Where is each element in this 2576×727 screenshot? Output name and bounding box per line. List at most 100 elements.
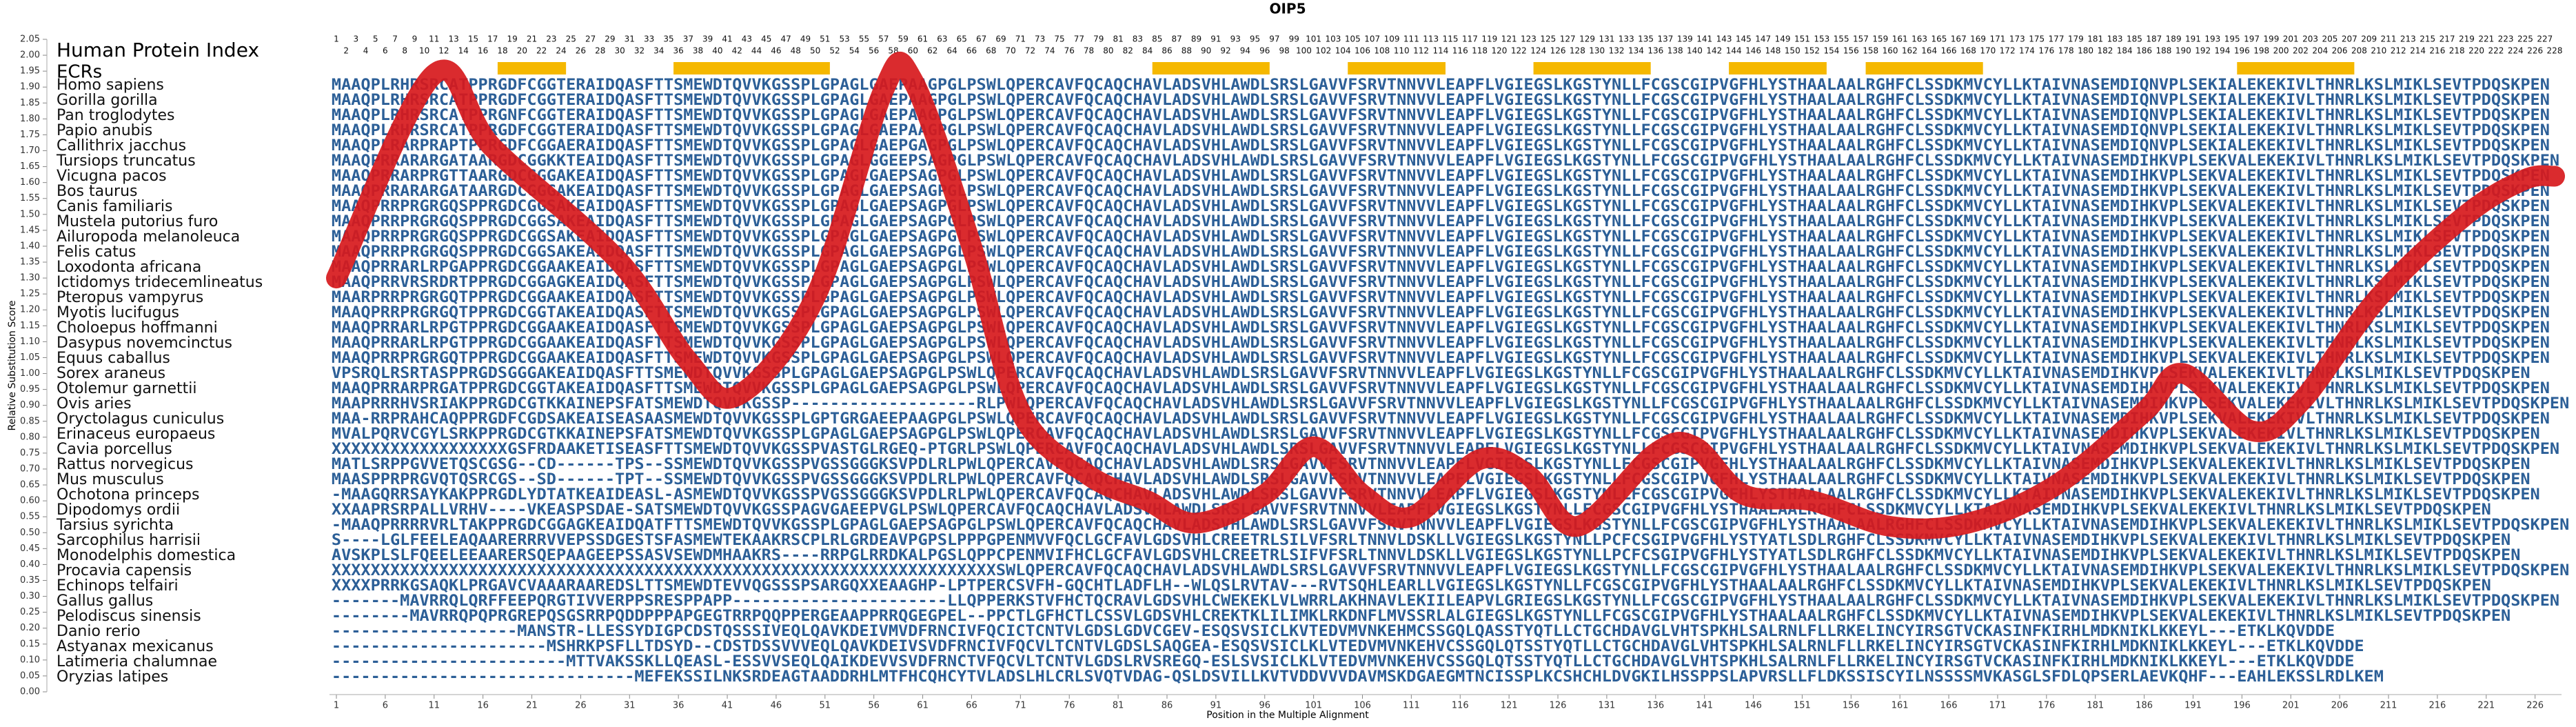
position-index: 20 (517, 46, 527, 56)
x-tick-label: 211 (2380, 701, 2397, 711)
y-tick-label: 0.60 (20, 496, 40, 506)
position-index: 48 (791, 46, 801, 56)
x-tick-label: 136 (1647, 701, 1664, 711)
position-index: 33 (644, 34, 654, 44)
position-index: 207 (2342, 34, 2357, 44)
x-tick-label: 11 (428, 701, 440, 711)
species-label: Equus caballus (57, 350, 170, 367)
position-index: 114 (1432, 46, 1448, 56)
species-label: Dipodomys ordii (57, 501, 180, 519)
sequence: MAAQPRRPRGRGQTPPRGDCGGTAKEAIDQASFTTSMEWD… (332, 304, 2550, 321)
position-index: 158 (1863, 46, 1878, 56)
x-tick-label: 156 (1843, 701, 1860, 711)
ecr-bar (1533, 62, 1651, 74)
position-index: 183 (2107, 34, 2123, 44)
position-index: 173 (2009, 34, 2025, 44)
y-tick-label: 1.60 (20, 177, 40, 188)
position-index: 27 (585, 34, 596, 44)
y-tick-label: 0.05 (20, 670, 40, 681)
position-index: 221 (2478, 34, 2494, 44)
position-index: 133 (1619, 34, 1634, 44)
x-tick-label: 196 (2233, 701, 2251, 711)
x-tick-label: 91 (1210, 701, 1222, 711)
position-index: 74 (1044, 46, 1055, 56)
position-index: 148 (1765, 46, 1781, 56)
x-tick-label: 51 (820, 701, 831, 711)
x-tick-label: 1 (334, 701, 339, 711)
position-index: 202 (2293, 46, 2309, 56)
position-index: 119 (1481, 34, 1497, 44)
position-index: 170 (1980, 46, 1996, 56)
position-index: 81 (1113, 34, 1123, 44)
species-label: Mustela putorius furo (57, 213, 218, 230)
position-index: 23 (546, 34, 556, 44)
sequence: MAAQPLRHRSRCATPPRGDFCGGTERAIDQASFTTSMEWD… (332, 92, 2550, 109)
position-index: 6 (383, 46, 388, 56)
y-tick-label: 1.45 (20, 225, 40, 235)
x-tick-label: 71 (1015, 701, 1026, 711)
species-label: Papio anubis (57, 122, 152, 139)
position-index: 171 (1990, 34, 2006, 44)
position-index: 65 (957, 34, 967, 44)
x-tick-label: 191 (2184, 701, 2202, 711)
y-tick-label: 0.75 (20, 448, 40, 458)
position-index: 54 (849, 46, 860, 56)
sequence: XXXXXXXXXXXXXXXXXXXXXXXXXXXXXXXXXXXXXXXX… (332, 562, 2569, 579)
position-index: 145 (1736, 34, 1752, 44)
species-label: Monodelphis domestica (57, 547, 236, 564)
position-index: 21 (527, 34, 537, 44)
position-index: 11 (429, 34, 439, 44)
position-index: 201 (2283, 34, 2299, 44)
position-index: 96 (1259, 46, 1270, 56)
position-index: 197 (2244, 34, 2260, 44)
position-index: 60 (908, 46, 918, 56)
position-index: 141 (1696, 34, 1712, 44)
position-index: 36 (673, 46, 684, 56)
x-tick-label: 76 (1064, 701, 1075, 711)
position-index: 87 (1172, 34, 1182, 44)
sequence: S----LGLFEELEAQAARERRRVVEPSSDGESTSFASMEW… (332, 532, 2511, 549)
ecr-bar (2237, 62, 2355, 74)
position-index: 199 (2263, 34, 2279, 44)
position-index: 211 (2381, 34, 2397, 44)
position-index: 210 (2371, 46, 2386, 56)
y-tick-label: 1.90 (20, 82, 40, 92)
ecr-bar (673, 62, 830, 74)
position-index: 190 (2176, 46, 2191, 56)
sequence: --------MAVRRQPQPRGREPQSGSRRPQDDPPPAPGEG… (332, 608, 2511, 625)
sequence: MAAQPRRARLRPGTPPRGDCGGAAKEAIDQASFTTSMEWD… (332, 319, 2550, 337)
y-tick-label: 1.15 (20, 321, 40, 331)
position-index: 50 (810, 46, 820, 56)
species-label: Callithrix jacchus (57, 137, 186, 155)
x-tick-label: 176 (2038, 701, 2055, 711)
x-tick-label: 111 (1403, 701, 1420, 711)
position-index: 2 (343, 46, 349, 56)
position-index: 140 (1687, 46, 1703, 56)
position-index: 83 (1133, 34, 1143, 44)
x-tick-label: 66 (966, 701, 977, 711)
position-index: 157 (1853, 34, 1869, 44)
position-index: 35 (663, 34, 673, 44)
position-index: 73 (1035, 34, 1045, 44)
position-index: 68 (986, 46, 996, 56)
position-index: 147 (1755, 34, 1771, 44)
position-index: 222 (2488, 46, 2504, 56)
x-tick-label: 151 (1794, 701, 1811, 711)
position-index: 112 (1413, 46, 1429, 56)
x-tick-label: 226 (2526, 701, 2544, 711)
position-index: 101 (1306, 34, 1321, 44)
species-label: Homo sapiens (57, 77, 164, 94)
position-index: 86 (1162, 46, 1172, 56)
species-label: Tursiops truncatus (56, 152, 196, 170)
position-index: 215 (2420, 34, 2435, 44)
sequence: -------------------MANSTR-LLESSYDIGPCDST… (332, 623, 2335, 640)
position-index: 32 (634, 46, 645, 56)
sequence: XXXXXXXXXXXXXXXXXXGSFRDAAKETISEASFTTSMEW… (332, 441, 2559, 458)
position-index: 184 (2117, 46, 2133, 56)
species-label: Ochotona princeps (57, 486, 199, 504)
position-index: 115 (1443, 34, 1459, 44)
position-index: 9 (412, 34, 418, 44)
position-index: 19 (507, 34, 518, 44)
position-index: 46 (771, 46, 781, 56)
position-index: 169 (1970, 34, 1986, 44)
